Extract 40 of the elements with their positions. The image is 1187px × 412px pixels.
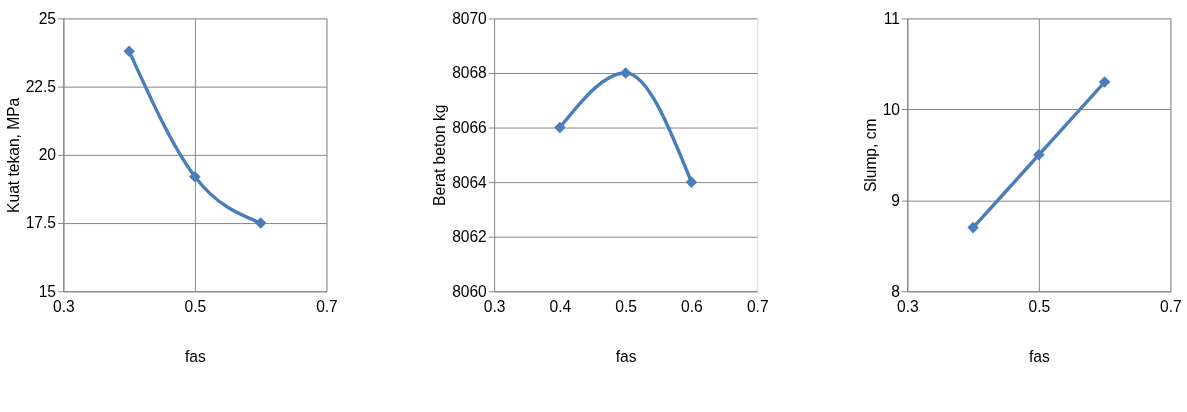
- y-tick-label: 17.5: [25, 214, 57, 232]
- y-tick-label: 8060: [452, 282, 488, 300]
- x-tick-label: 0.7: [1160, 298, 1182, 316]
- x-tick-label: 0.3: [483, 298, 506, 316]
- x-tick-label: 0.4: [549, 298, 572, 316]
- x-tick-label: 0.7: [746, 298, 769, 316]
- y-tick-label: 11: [883, 9, 900, 27]
- point: [685, 176, 698, 188]
- x-axis-title: fas: [1028, 347, 1050, 365]
- y-tick-label: 8066: [452, 118, 487, 136]
- y-tick-label: 8070: [452, 9, 488, 27]
- x-tick-label: 0.5: [184, 298, 207, 316]
- y-tick-label: 22.5: [25, 77, 57, 95]
- point: [123, 45, 135, 57]
- y-tick-label: 20: [38, 146, 57, 164]
- x-tick-label: 0.7: [316, 298, 338, 316]
- x-tick-label: 0.5: [1028, 298, 1051, 316]
- x-axis-title: fas: [185, 347, 206, 365]
- point: [1033, 149, 1045, 161]
- point: [1098, 76, 1111, 88]
- x-tick-label: 0.5: [615, 298, 638, 316]
- y-tick-label: 10: [882, 100, 901, 118]
- x-axis-title: fas: [615, 347, 637, 365]
- point: [189, 170, 201, 183]
- point: [554, 121, 566, 134]
- y-tick-label: 8064: [452, 173, 488, 191]
- x-tick-label: 0.6: [681, 298, 703, 316]
- y-axis-title: Slump, cm: [861, 118, 879, 193]
- y-tick-label: 8062: [452, 228, 487, 246]
- y-tick-label: 25: [38, 9, 57, 27]
- y-axis-title: Berat beton kg: [431, 104, 449, 206]
- y-tick-label: 8068: [452, 64, 487, 82]
- y-tick-label: 15: [38, 282, 57, 300]
- x-tick-label: 0.3: [53, 298, 75, 316]
- point: [967, 221, 979, 234]
- x-tick-label: 0.3: [896, 298, 919, 316]
- y-tick-label: 8: [891, 282, 900, 300]
- point: [254, 217, 267, 229]
- y-axis-title: Kuat tekan, MPa: [4, 97, 22, 213]
- y-tick-label: 9: [891, 191, 900, 209]
